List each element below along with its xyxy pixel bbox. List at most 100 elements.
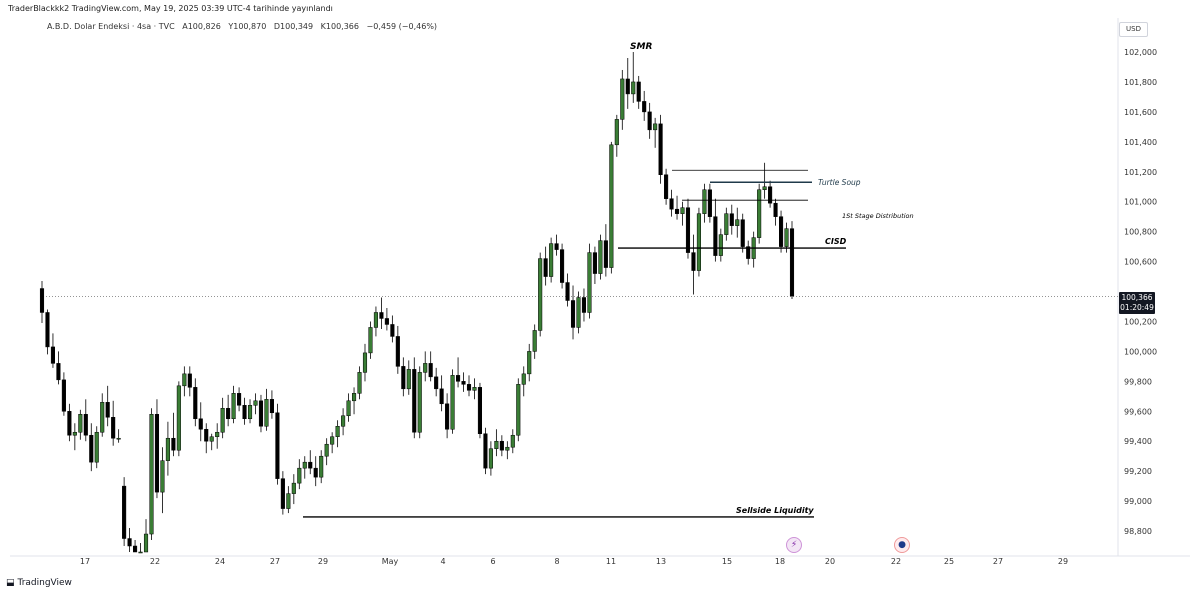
- candle-up: [362, 352, 368, 373]
- candle-down: [269, 399, 274, 414]
- candle-down: [412, 369, 417, 433]
- candle-up: [351, 393, 357, 402]
- candle-down: [768, 186, 773, 204]
- candle-up: [450, 375, 455, 430]
- y-tick-label: 101,200: [1124, 168, 1157, 177]
- footer: ⬓ TradingView: [6, 578, 72, 588]
- candle-up: [527, 351, 532, 375]
- candle-up: [94, 431, 99, 463]
- low-value: D100,349: [273, 22, 314, 31]
- candle-up: [762, 186, 767, 190]
- countdown: 01:20:49: [1120, 303, 1154, 312]
- candle-up: [680, 207, 685, 214]
- candle-down: [483, 433, 488, 469]
- candle-up: [549, 243, 554, 277]
- candles: [39, 52, 795, 554]
- candle-down: [384, 318, 389, 325]
- candle-down: [445, 403, 450, 430]
- candle-down: [237, 393, 242, 406]
- us-flag-icon[interactable]: ●: [894, 537, 910, 553]
- candle-up: [784, 228, 789, 247]
- candle-down: [603, 240, 608, 268]
- candle-down: [111, 417, 116, 439]
- candle-down: [466, 384, 472, 391]
- candle-down: [67, 411, 72, 436]
- candle-down: [204, 428, 209, 442]
- candle-down: [401, 366, 406, 390]
- candle-down: [713, 216, 718, 256]
- candle-down: [647, 111, 652, 131]
- candle-down: [674, 208, 680, 214]
- candle-up: [614, 119, 619, 146]
- candle-down: [707, 189, 712, 217]
- cisd-label: CISD: [825, 237, 847, 246]
- turtle-soup-label: Turtle Soup: [818, 178, 861, 187]
- candle-down: [636, 81, 641, 102]
- candle-down: [133, 545, 138, 553]
- candle-down: [83, 414, 88, 436]
- currency-button[interactable]: USD: [1119, 22, 1148, 37]
- candle-down: [242, 405, 247, 420]
- candle-down: [773, 202, 778, 217]
- candle-up: [406, 369, 411, 390]
- candle-down: [154, 414, 160, 493]
- candle-up: [220, 408, 225, 433]
- candle-down: [308, 461, 313, 469]
- candle-down: [395, 336, 400, 367]
- distribution-label: 1St Stage Distribution: [842, 212, 914, 220]
- candle-down: [570, 300, 576, 328]
- candle-down: [275, 412, 280, 479]
- candle-down: [543, 258, 548, 277]
- candle-up: [494, 440, 499, 449]
- candle-down: [691, 252, 696, 271]
- close-value: K100,366: [320, 22, 359, 31]
- candle-up: [587, 252, 592, 313]
- candle-up: [286, 493, 291, 509]
- candle-up: [417, 372, 422, 433]
- x-tick-label: 11: [606, 557, 616, 566]
- x-tick-label: 4: [440, 557, 445, 566]
- last-price-value: 100,366: [1121, 293, 1153, 302]
- y-tick-label: 99,200: [1124, 467, 1152, 476]
- x-tick-label: 29: [318, 557, 328, 566]
- y-tick-label: 101,000: [1124, 198, 1157, 207]
- change-value: −0,459 (−0,46%): [366, 22, 438, 31]
- x-tick-label: 22: [891, 557, 901, 566]
- high-value: Y100,870: [228, 22, 267, 31]
- candle-down: [187, 373, 192, 388]
- smr-label: SMR: [630, 42, 652, 52]
- symbol-name[interactable]: A.B.D. Dolar Endeksi · 4sa · TVC: [47, 22, 175, 31]
- candle-down: [193, 387, 198, 420]
- y-tick-label: 100,200: [1124, 317, 1157, 326]
- candle-up: [291, 482, 296, 494]
- candle-down: [565, 282, 570, 301]
- candle-down: [122, 485, 127, 539]
- candle-up: [215, 431, 220, 437]
- candle-up: [302, 461, 307, 469]
- candle-up: [165, 437, 170, 461]
- candle-up: [538, 258, 543, 331]
- candle-up: [160, 460, 165, 493]
- candle-up: [702, 189, 707, 214]
- x-tick-label: 22: [150, 557, 160, 566]
- candle-up: [510, 434, 515, 448]
- candle-down: [560, 249, 565, 283]
- y-tick-label: 101,600: [1124, 108, 1157, 117]
- x-tick-label: 29: [1058, 557, 1068, 566]
- candle-down: [434, 376, 439, 390]
- candle-up: [505, 446, 510, 451]
- publish-header: TraderBlackkk2 TradingView.com, May 19, …: [8, 4, 333, 13]
- candle-down: [499, 440, 504, 451]
- lightning-icon[interactable]: ⚡: [786, 537, 802, 553]
- x-tick-label: 13: [656, 557, 666, 566]
- candle-down: [664, 174, 669, 199]
- candle-up: [297, 467, 302, 484]
- candle-down: [456, 375, 461, 382]
- candle-up: [735, 219, 740, 226]
- candle-up: [72, 431, 77, 436]
- candle-down: [439, 388, 444, 405]
- candle-up: [368, 327, 373, 354]
- candle-down: [740, 219, 745, 247]
- candle-up: [209, 436, 214, 442]
